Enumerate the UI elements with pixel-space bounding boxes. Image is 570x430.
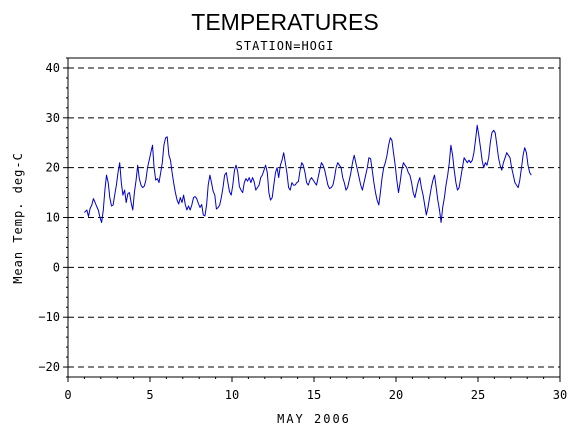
x-tick-label: 30 (553, 388, 567, 402)
y-tick-label: −20 (38, 360, 60, 374)
x-axis-label: MAY 2006 (277, 412, 351, 426)
gridlines (68, 67, 560, 368)
y-axis-label: Mean Temp. deg-C (11, 152, 25, 284)
x-tick-label: 25 (471, 388, 485, 402)
y-tick-label: 20 (46, 161, 60, 175)
x-tick-label: 5 (146, 388, 153, 402)
ticks: −20 −10 0 10 20 30 40 0 5 10 15 20 25 30 (38, 57, 567, 402)
x-tick-label: 20 (389, 388, 403, 402)
series-layer (84, 124, 532, 223)
chart-subtitle: STATION=HOGI (236, 39, 335, 53)
x-tick-label: 15 (307, 388, 321, 402)
y-tick-label: 10 (46, 211, 60, 225)
y-tick-label: 0 (53, 260, 60, 274)
y-tick-label: −10 (38, 310, 60, 324)
x-tick-label: 10 (225, 388, 239, 402)
chart-title: TEMPERATURES (191, 9, 378, 35)
series-line-0 (84, 124, 532, 223)
y-tick-label: 30 (46, 111, 60, 125)
y-tick-label: 40 (46, 61, 60, 75)
x-tick-label: 0 (64, 388, 71, 402)
